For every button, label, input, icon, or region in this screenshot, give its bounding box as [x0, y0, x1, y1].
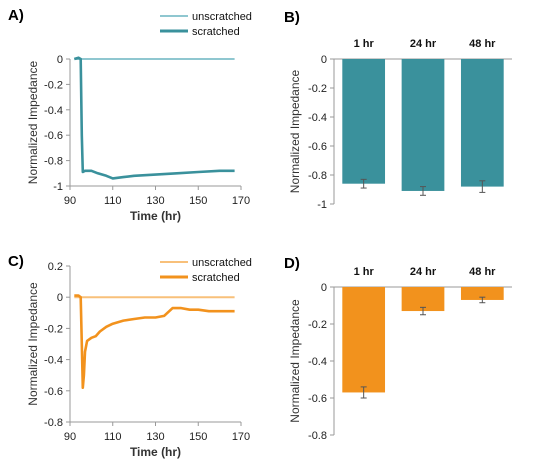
panel-1: B) 0 -0.2 -0.4 -0.6 -0.8 -1 Normalized Impedanc…: [284, 9, 512, 211]
y-tick-label: -0.6: [308, 393, 327, 405]
panel-3: D) 0 -0.2 -0.4 -0.6 -0.8 Normalized Impedance 1…: [284, 255, 512, 442]
y-tick-label: -0.8: [308, 430, 327, 442]
panel-label: D): [284, 255, 300, 272]
bar: [342, 287, 386, 393]
panel-0: A) 0 -0.2 -0.4 -0.6 -0.8 -190 110 130 150 170 Time …: [8, 7, 252, 223]
panel-label: A): [8, 7, 24, 24]
y-axis-title: Normalized Impedance: [26, 282, 40, 406]
category-label: 24 hr: [410, 38, 437, 50]
y-tick-label: -0.6: [44, 386, 63, 398]
y-tick-label: 0.2: [48, 261, 63, 273]
bar: [401, 59, 445, 191]
legend-label: unscratched: [192, 257, 252, 269]
category-label: 24 hr: [410, 266, 437, 278]
x-axis-title: Time (hr): [130, 209, 181, 223]
y-tick-label: 0: [321, 282, 327, 294]
x-tick-label: 150: [189, 431, 207, 443]
panel-label: C): [8, 253, 24, 270]
panel-2: C) 0.2 0 -0.2 -0.4 -0.6 -0.890 110 130 150 170 Time…: [8, 253, 252, 459]
y-tick-label: -0.2: [308, 83, 327, 95]
x-axis-title: Time (hr): [130, 445, 181, 459]
bar: [460, 59, 504, 187]
x-tick-label: 110: [104, 195, 122, 207]
y-axis-title: Normalized Impedance: [288, 69, 302, 193]
x-tick-label: 110: [104, 431, 122, 443]
x-tick-label: 130: [146, 195, 164, 207]
y-tick-label: -0.8: [44, 417, 63, 429]
panel-label: B): [284, 9, 300, 26]
x-tick-label: 170: [232, 195, 250, 207]
y-tick-label: -0.4: [44, 105, 63, 117]
series-line-scratched: [74, 294, 235, 389]
series-line-scratched: [73, 56, 235, 180]
y-tick-label: -1: [317, 199, 327, 211]
bar: [342, 59, 386, 184]
bar: [460, 287, 504, 300]
x-tick-label: 130: [146, 431, 164, 443]
y-tick-label: -0.8: [308, 170, 327, 182]
y-tick-label: -0.4: [44, 355, 63, 367]
y-tick-label: -0.2: [44, 79, 63, 91]
category-label: 1 hr: [354, 266, 375, 278]
x-tick-label: 170: [232, 431, 250, 443]
category-label: 48 hr: [469, 38, 496, 50]
y-tick-label: -0.4: [308, 112, 327, 124]
x-tick-label: 90: [64, 431, 76, 443]
y-tick-label: 0: [57, 292, 63, 304]
y-tick-label: -0.4: [308, 356, 327, 368]
x-tick-label: 90: [64, 195, 76, 207]
y-tick-label: -0.2: [44, 323, 63, 335]
y-tick-label: -0.6: [308, 141, 327, 153]
y-tick-label: 0: [57, 54, 63, 66]
y-tick-label: 0: [321, 54, 327, 66]
category-label: 1 hr: [354, 38, 375, 50]
y-axis-title: Normalized Impedance: [26, 60, 40, 184]
y-tick-label: -0.6: [44, 130, 63, 142]
legend-label: scratched: [192, 272, 240, 284]
y-tick-label: -1: [53, 181, 63, 193]
x-tick-label: 150: [189, 195, 207, 207]
y-tick-label: -0.2: [308, 319, 327, 331]
y-tick-label: -0.8: [44, 156, 63, 168]
legend-label: unscratched: [192, 11, 252, 23]
category-label: 48 hr: [469, 266, 496, 278]
legend-label: scratched: [192, 26, 240, 38]
y-axis-title: Normalized Impedance: [288, 299, 302, 423]
